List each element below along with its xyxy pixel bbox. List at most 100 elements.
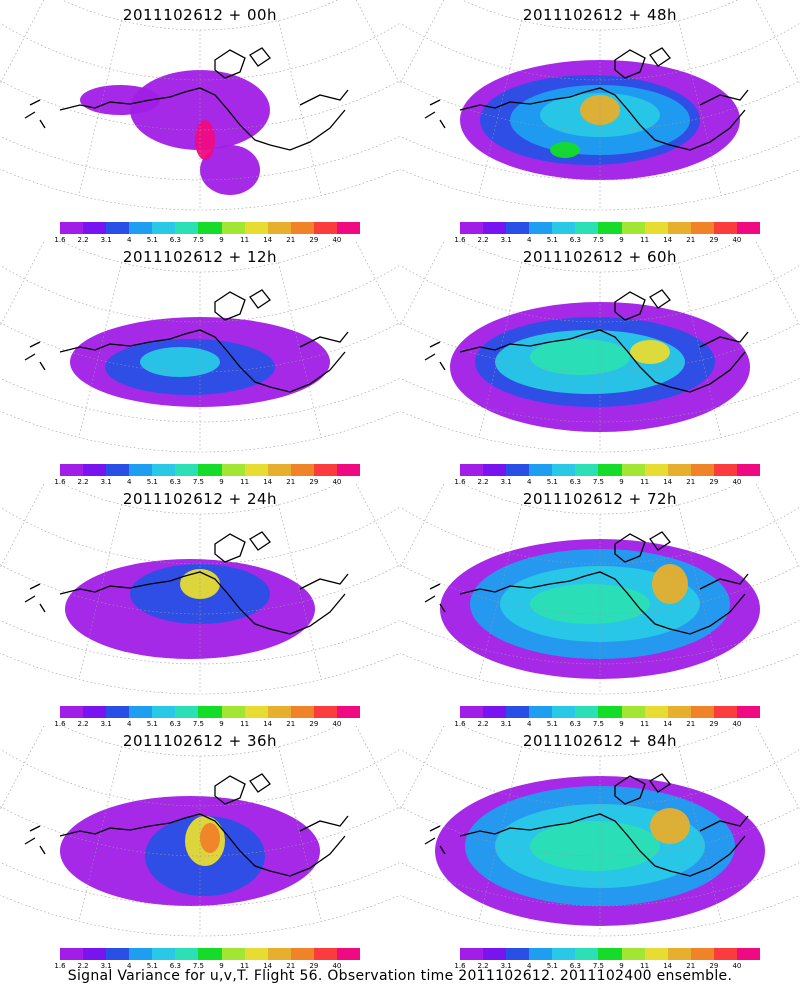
- variance-contour: [650, 808, 690, 844]
- color-swatch: [152, 948, 176, 960]
- color-bar-tick-label: 11: [240, 478, 250, 486]
- color-bar-tick-label: 4: [526, 236, 532, 244]
- forecast-map: [400, 242, 800, 453]
- color-bar-tick-label: 29: [309, 478, 319, 486]
- color-swatch: [736, 706, 761, 718]
- color-bar-tick-label: 9: [619, 478, 624, 486]
- panel-title: 2011102612 + 24h: [122, 490, 278, 508]
- color-bar-tick-label: 21: [286, 720, 296, 728]
- color-bar-tick-label: 9: [619, 962, 624, 970]
- color-bar-tick-label: 29: [709, 478, 719, 486]
- color-swatch: [736, 464, 761, 476]
- color-swatch: [221, 948, 245, 960]
- color-bar-tick-label: 11: [240, 720, 250, 728]
- variance-contour: [630, 340, 670, 364]
- color-bar-ticks: 1.6 2.2 3.1 4 5.1 6.3 7.5 9 11 14 21 29 40: [50, 478, 370, 488]
- coastline: [24, 773, 349, 877]
- color-swatch: [83, 222, 107, 234]
- color-bar-tick-label: 11: [640, 236, 650, 244]
- color-swatch: [736, 222, 761, 234]
- color-swatch: [506, 464, 530, 476]
- graticule: [400, 726, 800, 936]
- color-swatch: [552, 948, 576, 960]
- color-bar-tick-label: 4: [126, 962, 132, 970]
- map-panel: 2011102612 + 84h 1.6 2.2 3.1 4 5.1 6.3 7.5 9 11 14…: [400, 726, 800, 971]
- color-swatch: [129, 464, 153, 476]
- forecast-map: [0, 242, 400, 453]
- color-bar: [460, 706, 761, 718]
- map-boundary: [400, 726, 800, 937]
- coastline: [24, 47, 349, 151]
- color-bar: [60, 948, 361, 960]
- color-swatch: [129, 706, 153, 718]
- color-bar-tick-label: 3.1: [100, 962, 112, 970]
- color-swatch: [506, 706, 530, 718]
- color-bar-tick-label: 29: [709, 236, 719, 244]
- color-bar-tick-label: 5.1: [146, 236, 158, 244]
- panel-title: 2011102612 + 72h: [522, 490, 678, 508]
- color-bar-tick-label: 3.1: [500, 962, 512, 970]
- forecast-map: [400, 0, 800, 211]
- color-swatch: [506, 948, 530, 960]
- color-bar-tick-label: 9: [219, 962, 224, 970]
- color-swatch: [667, 948, 691, 960]
- map-panel: 2011102612 + 12h 1.6 2.2 3.1 4 5.1 6.3 7.5 9 11 14…: [0, 242, 400, 487]
- color-bar-tick-label: 11: [640, 720, 650, 728]
- color-swatch: [690, 706, 714, 718]
- color-swatch: [106, 706, 130, 718]
- color-swatch: [460, 948, 484, 960]
- color-swatch: [552, 706, 576, 718]
- color-swatch: [713, 706, 737, 718]
- color-swatch: [713, 222, 737, 234]
- color-bar-tick-label: 7.5: [192, 962, 205, 970]
- color-bar-tick-label: 9: [219, 478, 224, 486]
- color-swatch: [529, 948, 553, 960]
- color-bar-tick-label: 6.3: [169, 720, 181, 728]
- color-bar-tick-label: 40: [732, 962, 742, 970]
- color-swatch: [175, 222, 199, 234]
- color-bar-tick-label: 5.1: [546, 962, 558, 970]
- color-bar-tick-label: 2.2: [77, 236, 89, 244]
- color-bar-tick-label: 40: [332, 720, 342, 728]
- color-swatch: [529, 464, 553, 476]
- color-swatch: [621, 948, 645, 960]
- color-bar-tick-label: 3.1: [100, 478, 112, 486]
- color-bar-tick-label: 6.3: [169, 478, 181, 486]
- color-bar-ticks: 1.6 2.2 3.1 4 5.1 6.3 7.5 9 11 14 21 29 40: [450, 478, 770, 488]
- color-swatch: [598, 706, 622, 718]
- map-panel: 2011102612 + 36h 1.6 2.2 3.1 4 5.1 6.3 7.5 9 11 14…: [0, 726, 400, 971]
- color-swatch: [529, 706, 553, 718]
- color-bar-tick-label: 21: [686, 478, 696, 486]
- color-swatch: [244, 222, 268, 234]
- map-panel: 2011102612 + 72h 1.6 2.2 3.1 4 5.1 6.3 7.5 9 11 14…: [400, 484, 800, 729]
- variance-contour: [530, 584, 650, 624]
- color-bar-tick-label: 6.3: [569, 478, 581, 486]
- color-swatch: [313, 464, 337, 476]
- map-boundary: [0, 726, 400, 937]
- color-bar-tick-label: 40: [332, 236, 342, 244]
- graticule: [0, 484, 400, 694]
- forecast-map: [400, 726, 800, 937]
- color-swatch: [313, 222, 337, 234]
- color-bar-tick-label: 5.1: [546, 478, 558, 486]
- panel-title: 2011102612 + 60h: [522, 248, 678, 266]
- color-bar-tick-label: 1.6: [54, 478, 66, 486]
- color-bar-tick-label: 3.1: [500, 236, 512, 244]
- color-bar-tick-label: 14: [663, 236, 673, 244]
- color-bar-tick-label: 40: [732, 478, 742, 486]
- color-bar-tick-label: 2.2: [77, 478, 89, 486]
- color-bar-tick-label: 1.6: [54, 236, 66, 244]
- color-bar-tick-label: 29: [309, 236, 319, 244]
- color-swatch: [644, 948, 668, 960]
- variance-contour: [530, 821, 660, 871]
- color-bar-tick-label: 6.3: [169, 236, 181, 244]
- color-swatch: [267, 948, 291, 960]
- color-bar-tick-label: 14: [263, 720, 273, 728]
- color-bar-tick-label: 1.6: [454, 720, 466, 728]
- color-bar-tick-label: 4: [526, 478, 532, 486]
- color-bar-tick-label: 14: [263, 962, 273, 970]
- color-swatch: [713, 464, 737, 476]
- color-swatch: [106, 222, 130, 234]
- color-swatch: [175, 706, 199, 718]
- color-bar-ticks: 1.6 2.2 3.1 4 5.1 6.3 7.5 9 11 14 21 29 40: [450, 720, 770, 730]
